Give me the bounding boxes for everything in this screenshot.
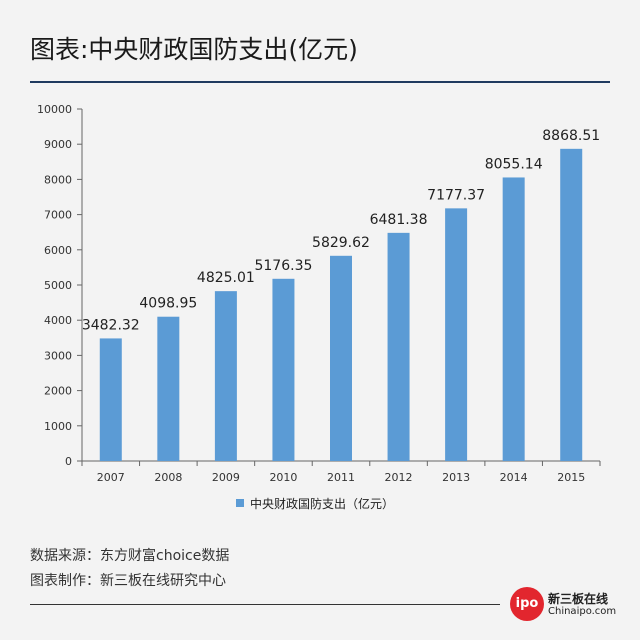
x-tick-label: 2009	[212, 471, 240, 484]
bar-value-label: 7177.37	[427, 187, 485, 203]
data-source-note: 数据来源：东方财富choice数据	[30, 548, 230, 564]
x-tick-label: 2012	[385, 471, 413, 484]
x-tick-label: 2010	[269, 471, 297, 484]
logo-name: 新三板在线	[548, 592, 609, 606]
y-tick-label: 9000	[44, 138, 72, 151]
chart-title: 图表:中央财政国防支出(亿元)	[30, 35, 358, 64]
footer-divider	[30, 604, 500, 605]
y-tick-label: 8000	[44, 173, 72, 186]
y-tick-label: 2000	[44, 385, 72, 398]
x-tick-label: 2014	[500, 471, 528, 484]
y-tick-label: 1000	[44, 420, 72, 433]
y-tick-label: 5000	[44, 279, 72, 292]
x-tick-label: 2013	[442, 471, 470, 484]
y-tick-label: 6000	[44, 244, 72, 257]
x-tick-label: 2011	[327, 471, 355, 484]
bar	[272, 278, 295, 461]
title-divider	[30, 81, 610, 83]
bar-value-label: 8868.51	[542, 128, 600, 144]
bar-value-label: 3482.32	[82, 317, 140, 333]
bar-value-label: 4098.95	[139, 296, 197, 312]
bar-value-label: 8055.14	[485, 156, 543, 172]
bar-chart: 0 1000 2000 3000 4000 5000 6000 7000 8000 9000 100…	[37, 103, 601, 511]
y-tick-label: 7000	[44, 209, 72, 222]
bar	[387, 232, 410, 461]
y-tick-label: 4000	[44, 314, 72, 327]
logo-domain: Chinaipo.com	[548, 606, 617, 617]
legend-label: 中央财政国防支出（亿元）	[250, 496, 394, 511]
bar-value-label: 5176.35	[254, 258, 312, 274]
logo-mark: ipo	[510, 587, 544, 621]
y-tick-label: 0	[65, 455, 72, 468]
bar	[214, 291, 237, 461]
bar-value-label: 4825.01	[197, 270, 255, 286]
legend-swatch	[236, 499, 244, 507]
x-tick-label: 2015	[557, 471, 585, 484]
bar-value-label: 5829.62	[312, 235, 370, 251]
bar	[330, 255, 352, 461]
bar-value-label: 6481.38	[370, 212, 428, 228]
chart-maker-note: 图表制作：新三板在线研究中心	[30, 573, 226, 589]
x-tick-label: 2007	[97, 471, 125, 484]
bar	[560, 148, 583, 462]
y-tick-label: 10000	[37, 103, 72, 116]
bar	[99, 338, 122, 461]
bar	[157, 316, 180, 461]
bar	[445, 208, 468, 461]
x-tick-label: 2008	[154, 471, 182, 484]
y-tick-label: 3000	[44, 349, 72, 362]
bar	[502, 177, 525, 461]
